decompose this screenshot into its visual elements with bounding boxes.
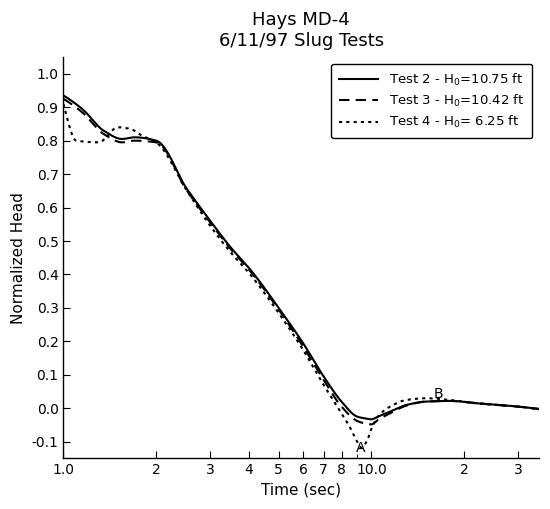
Legend: Test 2 - H$_0$=10.75 ft, Test 3 - H$_0$=10.42 ft, Test 4 - H$_0$= 6.25 ft: Test 2 - H$_0$=10.75 ft, Test 3 - H$_0$=… [331,64,532,138]
Test 2 - H$_0$=10.75 ft [368,416,375,422]
Test 4 - H$_0$= 6.25 ft [364,438,370,444]
Text: A: A [355,441,365,455]
Test 4 - H$_0$= 6.25 ft [470,400,477,406]
Test 2 - H$_0$=10.75 ft [349,410,355,416]
Test 4 - H$_0$= 6.25 ft [358,445,365,451]
Test 4 - H$_0$= 6.25 ft [421,395,428,401]
Test 2 - H$_0$=10.75 ft [421,399,428,405]
Test 4 - H$_0$= 6.25 ft [349,429,355,435]
Test 2 - H$_0$=10.75 ft [60,93,67,99]
Test 3 - H$_0$=10.42 ft [349,414,355,420]
Y-axis label: Normalized Head: Normalized Head [11,192,26,324]
Test 3 - H$_0$=10.42 ft [89,120,96,126]
Test 2 - H$_0$=10.75 ft [536,406,542,412]
Test 4 - H$_0$= 6.25 ft [89,139,96,145]
Test 3 - H$_0$=10.42 ft [421,399,428,405]
Test 2 - H$_0$=10.75 ft [470,400,477,406]
Line: Test 2 - H$_0$=10.75 ft: Test 2 - H$_0$=10.75 ft [63,96,539,419]
Test 2 - H$_0$=10.75 ft [336,396,343,402]
Test 3 - H$_0$=10.42 ft [60,96,67,102]
Test 2 - H$_0$=10.75 ft [363,416,370,422]
Test 4 - H$_0$= 6.25 ft [336,407,343,413]
Test 3 - H$_0$=10.42 ft [363,420,370,427]
Test 4 - H$_0$= 6.25 ft [536,406,542,412]
Text: B: B [433,387,443,401]
Test 2 - H$_0$=10.75 ft [89,117,96,123]
X-axis label: Time (sec): Time (sec) [261,483,341,498]
Test 3 - H$_0$=10.42 ft [470,400,477,406]
Title: Hays MD-4
6/11/97 Slug Tests: Hays MD-4 6/11/97 Slug Tests [218,11,384,50]
Line: Test 3 - H$_0$=10.42 ft: Test 3 - H$_0$=10.42 ft [63,99,539,425]
Line: Test 4 - H$_0$= 6.25 ft: Test 4 - H$_0$= 6.25 ft [63,104,539,448]
Test 4 - H$_0$= 6.25 ft [60,101,67,107]
Test 3 - H$_0$=10.42 ft [336,401,343,407]
Test 3 - H$_0$=10.42 ft [536,406,542,412]
Test 3 - H$_0$=10.42 ft [368,421,375,428]
